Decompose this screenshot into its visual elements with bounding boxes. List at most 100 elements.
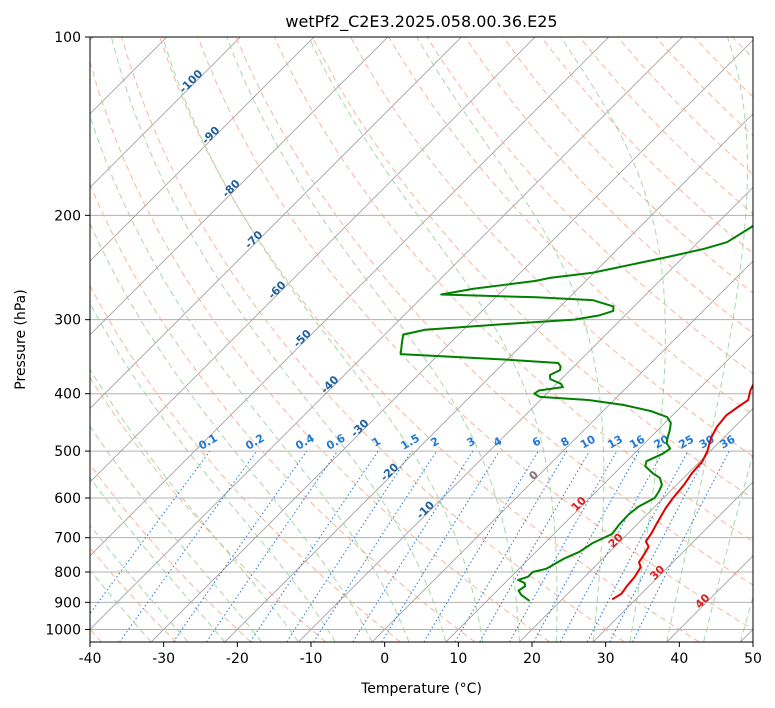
dry-adiabat-label: -20 [378,460,401,483]
dry-adiabat-label: -50 [291,327,314,350]
x-axis: -40 -30 -20 -10 0 10 20 30 40 50 [79,642,762,667]
x-tick-label: 0 [380,651,389,667]
mixing-ratio-label: 36 [718,432,738,451]
isotherm-line [666,555,753,642]
y-tick-label: 800 [54,565,81,581]
moist-adiabat-line [90,425,263,642]
mixing-ratio-line [172,450,308,642]
mixing-ratio-line [286,450,413,642]
y-tick-label: 600 [54,491,81,507]
isotherm-line [445,334,753,642]
dry-adiabat-line [90,60,551,642]
mixing-ratio-line [381,450,500,642]
mixing-ratio-line [249,450,379,642]
chart-title: wetPf2_C2E3.2025.058.00.36.E25 [285,12,557,32]
mixing-ratio-line [454,450,568,642]
y-tick-label: 400 [54,387,81,403]
isotherm-line [150,39,753,642]
mixing-ratio-label: 16 [627,432,647,451]
x-tick-label: 40 [670,651,688,667]
mixing-ratio-label: 10 [578,432,598,451]
x-axis-label: Temperature (°C) [360,681,482,697]
moist-adiabat-line [90,524,189,642]
isotherm-line [519,407,753,642]
dry-adiabat-line [350,37,753,457]
dry-adiabat-line [235,37,753,586]
dry-adiabat-line [159,37,700,642]
dry-adiabat-line [770,37,775,642]
y-tick-label: 300 [54,313,81,329]
mixing-ratio-line [119,450,258,642]
y-axis: 100 200 300 400 500 600 700 800 900 1000 [45,30,90,638]
isotherm-line [371,260,753,642]
dry-adiabat-line [90,376,326,642]
moist-adiabat-line [90,114,410,642]
dry-adiabat-line [90,463,252,642]
moist-adiabat-label: 40 [693,591,713,611]
mixing-ratio-label: 0.4 [293,431,317,452]
moist-adiabat-line [90,302,336,642]
dry-adiabat-label: -70 [242,228,265,251]
x-tick-label: 30 [597,651,615,667]
y-tick-label: 1000 [45,622,81,638]
x-tick-label: 20 [523,651,541,667]
mixing-ratio-label: 1.5 [398,432,421,453]
mixing-ratio-label: 1 [370,435,383,450]
dry-adiabat-label: -100 [177,67,206,96]
moist-adiabat-line [226,37,520,642]
isotherm-line [90,37,389,336]
mixing-ratio-line [509,450,618,642]
moist-adiabat-line [110,37,447,642]
dry-adiabat-line [502,37,753,294]
mixing-ratio-label: 30 [697,432,717,451]
moist-adiabat-line [739,595,753,642]
mixing-ratio-line [533,450,640,642]
isotherm-line [90,37,610,557]
x-tick-label: 50 [744,651,762,667]
temperature-profile-line [611,382,753,601]
mixing-ratio-line [313,450,438,642]
mixing-ratio-line [559,450,664,642]
isotherm-line [90,37,536,483]
isotherm-line [90,37,683,631]
dry-adiabat-label: -90 [199,124,222,147]
moist-adiabat-line [90,476,226,642]
y-tick-label: 700 [54,531,81,547]
dewpoint-profile-line [399,224,753,602]
mixing-ratio-label: 25 [676,433,696,452]
x-tick-label: -30 [152,651,175,667]
mixing-ratio-line [586,450,689,642]
x-tick-label: -40 [79,651,102,667]
mixing-ratio-label: 0.2 [243,432,266,453]
mixing-ratio-line [632,450,730,642]
dry-adiabat-line [90,182,476,642]
isotherm-line [224,113,753,642]
x-tick-label: -20 [226,651,249,667]
moist-adiabat-line [416,37,605,642]
dry-adiabat-label: -10 [414,498,437,521]
dry-adiabat-line [273,37,753,543]
mixing-ratio-line [90,450,211,615]
dry-adiabat-line [197,37,753,631]
dry-adiabat-label: -60 [265,278,288,301]
dry-adiabat-line [693,37,753,98]
dry-adiabat-line [617,37,753,176]
mixing-ratio-label: 0.1 [196,432,219,453]
isotherm-line [90,37,241,189]
mixing-ratio-label: 8 [559,435,572,450]
moist-adiabat-label: 10 [569,494,589,514]
y-axis-label: Pressure (hPa) [13,289,29,389]
moist-adiabat-line [90,222,373,642]
plot-area: 0.1 0.2 0.4 0.6 1 1.5 2 3 4 6 8 10 13 16 20 25 30 36-100-… [90,37,775,642]
dry-adiabat-line [311,37,753,500]
moist-adiabat-line [308,37,558,642]
dry-adiabat-line [540,37,753,254]
moist-adiabat-label: 30 [647,563,667,583]
isotherm-line [90,37,462,410]
y-tick-label: 900 [54,595,81,611]
y-tick-label: 500 [54,444,81,460]
mixing-ratio-label: 3 [465,435,478,450]
dry-adiabat-line [121,37,625,642]
mixing-ratio-line [352,450,474,642]
